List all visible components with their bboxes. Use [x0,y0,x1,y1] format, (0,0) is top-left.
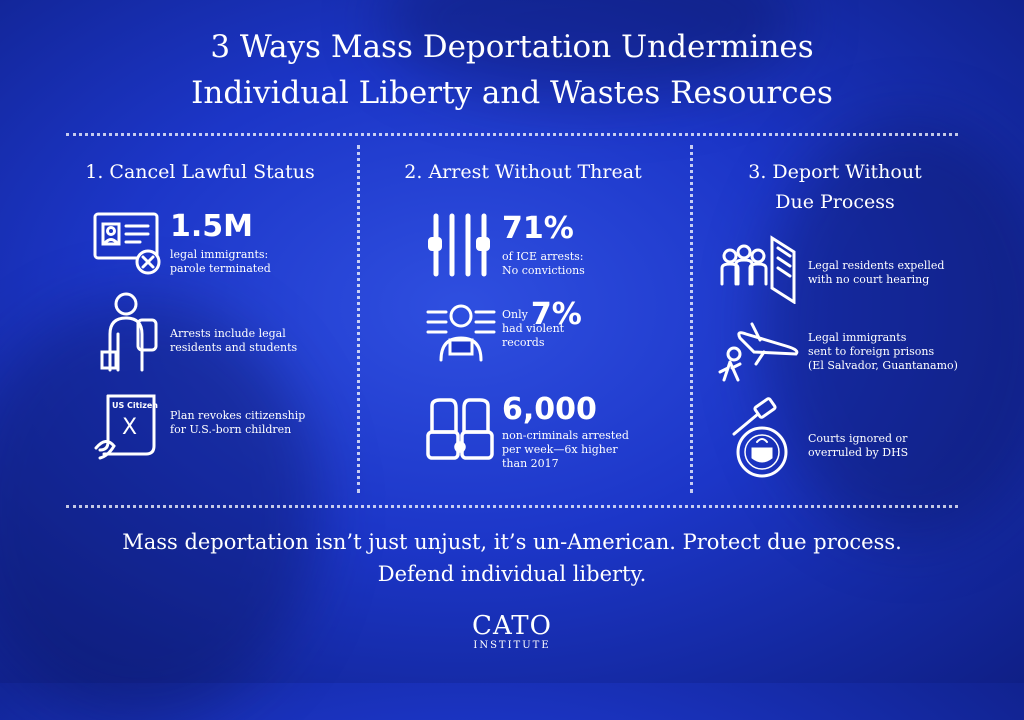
text-line: parole terminated [170,262,271,275]
group-door-icon [720,235,796,304]
stat-violent-records: 7% [530,297,582,332]
us-citizen-document-icon: US Citizen X [94,394,158,460]
stat-description: non-criminals arrested per week—6x highe… [502,429,629,471]
handcuffs-icon [426,398,494,460]
stat-block: Only 7% had violent records [502,300,582,350]
document-label: US Citizen [112,401,158,410]
cta-line-1: Mass deportation isn’t just unjust, it’s… [122,530,902,554]
item-description: Courts ignored or overruled by DHS [808,432,908,460]
student-backpack-icon [100,292,158,372]
text-line: (El Salvador, Guantanamo) [808,359,958,372]
text-line: per week—6x higher [502,443,618,456]
mugshot-icon [426,304,496,362]
id-card-x-icon [93,212,161,275]
title-line-2: Individual Liberty and Wastes Resources [191,75,833,111]
text-line: No convictions [502,264,585,277]
cta-line-2: Defend individual liberty. [377,562,647,586]
item-description: Plan revokes citizenship for U.S.-born c… [170,409,305,437]
item-description: Legal immigrants sent to foreign prisons… [808,331,958,373]
heading-line: 3. Deport Without [748,161,922,183]
text-line: with no court hearing [808,273,930,286]
text-line: for U.S.-born children [170,423,292,436]
bottom-divider [66,505,958,508]
text-line: Legal residents expelled [808,259,945,272]
column-divider [357,145,360,493]
item-description: Arrests include legal residents and stud… [170,327,297,355]
text-line: legal immigrants: [170,248,269,261]
stat-legal-immigrants: 1.5M [170,209,253,244]
logo-sub: INSTITUTE [473,640,551,651]
text-line: had violent [502,322,565,335]
logo-main: CATO [472,611,552,641]
column-3-heading: 3. Deport Without Due Process [705,157,965,217]
item-description: Legal residents expelled with no court h… [808,259,944,287]
text-line: than 2017 [502,457,559,470]
heading-line: Due Process [775,191,895,213]
background-shade [760,120,1024,540]
stat-ice-arrests: 71% [502,211,574,246]
top-divider [66,133,958,136]
jail-bars-icon [428,213,490,277]
column-2-heading: 2. Arrest Without Threat [404,161,642,183]
airplane-person-icon [718,322,799,382]
column-1-heading: 1. Cancel Lawful Status [85,161,315,183]
column-divider [690,145,693,493]
stat-non-criminals: 6,000 [502,392,597,427]
text-line: Arrests include legal [170,327,286,340]
text-line: Courts ignored or [808,432,908,445]
text-line: of ICE arrests: [502,250,584,263]
text-line: sent to foreign prisons [808,345,935,358]
text-line: Legal immigrants [808,331,907,344]
document-x-mark: X [122,415,137,440]
stat-description: of ICE arrests: No convictions [502,250,585,278]
stat-prefix: Only [502,308,528,321]
cato-institute-logo: CATO INSTITUTE [462,612,562,652]
call-to-action: Mass deportation isn’t just unjust, it’s… [0,526,1024,590]
background-shade [0,300,320,720]
text-line: overruled by DHS [808,446,909,459]
gavel-dhs-seal-icon [732,397,788,478]
text-line: non-criminals arrested [502,429,629,442]
text-line: Plan revokes citizenship [170,409,306,422]
stat-line: Only 7% [502,300,582,330]
stat-description: legal immigrants: parole terminated [170,248,271,276]
infographic-title: 3 Ways Mass Deportation Undermines Indiv… [0,24,1024,116]
title-line-1: 3 Ways Mass Deportation Undermines [210,29,814,65]
text-line: records [502,336,545,349]
text-line: residents and students [170,341,298,354]
